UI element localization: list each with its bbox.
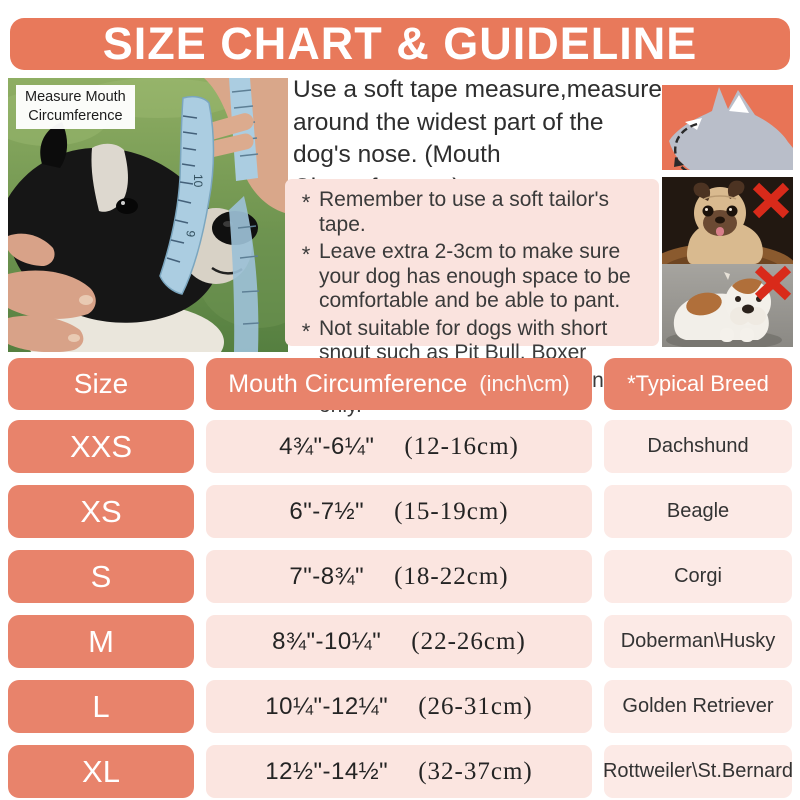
tip-item: * Remember to use a soft tailor's tape. xyxy=(293,188,653,237)
photo-caption: Measure Mouth Circumference xyxy=(16,85,135,129)
breed-cell: Beagle xyxy=(604,485,792,538)
tip-text: Leave extra 2-3cm to make sure your dog … xyxy=(319,240,631,313)
table-row-m: M 8¾"-10¼" (22-26cm) Doberman\Husky xyxy=(0,615,800,668)
bulldog-ear xyxy=(724,272,730,280)
circumference-cell: 7"-8¾" (18-22cm) xyxy=(206,550,592,603)
asterisk-bullet-icon: * xyxy=(301,242,311,268)
photo-caption-line1: Measure Mouth xyxy=(25,89,126,105)
not-suitable-icon xyxy=(754,265,792,301)
bulldog-leg xyxy=(720,328,734,342)
size-badge: XL xyxy=(8,745,194,798)
page-title: SIZE CHART & GUIDELINE xyxy=(102,18,698,69)
bulldog-eye xyxy=(735,296,741,302)
asterisk-bullet-icon: * xyxy=(301,190,311,215)
table-row-xs: XS 6"-7½" (15-19cm) Beagle xyxy=(0,485,800,538)
pug-tongue xyxy=(716,227,724,236)
breed-cell: Corgi xyxy=(604,550,792,603)
header-mouth-circumference: Mouth Circumference (inch\cm) xyxy=(206,358,592,410)
tape-number-10: 10 xyxy=(191,174,205,188)
circumference-cell: 12½"-14½" (32-37cm) xyxy=(206,745,592,798)
hand-holding-muzzle xyxy=(8,233,96,352)
dog-blaze xyxy=(91,143,128,212)
breed-cell: Dachshund xyxy=(604,420,792,473)
size-badge: L xyxy=(8,680,194,733)
breed-cell: Golden Retriever xyxy=(604,680,792,733)
circumference-cell: 10¼"-12¼" (26-31cm) xyxy=(206,680,592,733)
table-row-xxs: XXS 4¾"-6¼" (12-16cm) Dachshund xyxy=(0,420,800,473)
circumference-cell: 8¾"-10¼" (22-26cm) xyxy=(206,615,592,668)
measure-arrow xyxy=(674,157,684,167)
measuring-tape-band xyxy=(159,95,215,295)
bulldog-back-patch xyxy=(686,292,722,316)
size-badge: XXS xyxy=(8,420,194,473)
size-badge: XS xyxy=(8,485,194,538)
breed-cell: Doberman\Husky xyxy=(604,615,792,668)
breed-cell: Rottweiler\St.Bernard xyxy=(603,745,793,798)
bulldog-photo xyxy=(662,264,793,347)
dog-eye xyxy=(116,198,138,214)
header-size: Size xyxy=(8,358,194,410)
dog-head-silhouette xyxy=(669,87,793,170)
tips-panel: * Remember to use a soft tailor's tape. … xyxy=(285,179,659,417)
dog-ear xyxy=(40,122,68,168)
circumference-cell: 4¾"-6¼" (12-16cm) xyxy=(206,420,592,473)
size-table-header: Size Mouth Circumference (inch\cm) *Typi… xyxy=(0,358,800,410)
bulldog-head-patch xyxy=(732,278,762,294)
photo-caption-line2: Circumference xyxy=(28,107,123,124)
pug-eye xyxy=(702,205,714,217)
table-row-s: S 7"-8¾" (18-22cm) Corgi xyxy=(0,550,800,603)
tape-tick-marks xyxy=(166,115,198,263)
not-suitable-icon xyxy=(752,182,790,219)
page-title-band: SIZE CHART & GUIDELINE xyxy=(10,18,790,70)
asterisk-bullet-icon: * xyxy=(301,318,311,344)
pug-eye xyxy=(726,205,738,217)
size-badge: S xyxy=(8,550,194,603)
header-typical-breed: *Typical Breed xyxy=(604,358,792,410)
circumference-cell: 6"-7½" (15-19cm) xyxy=(206,485,592,538)
ear-inner xyxy=(729,95,749,113)
pug-ear xyxy=(693,182,711,201)
size-badge: M xyxy=(8,615,194,668)
tape-number-9: 9 xyxy=(183,230,198,238)
tip-item: * Leave extra 2-3cm to make sure your do… xyxy=(293,240,653,314)
pug-ear xyxy=(727,180,745,199)
bulldog-nose xyxy=(742,304,754,314)
tape-end-bottom xyxy=(229,196,259,352)
table-row-xl: XL 12½"-14½" (32-37cm) Rottweiler\St.Ber… xyxy=(0,745,800,798)
table-row-l: L 10¼"-12¼" (26-31cm) Golden Retriever xyxy=(0,680,800,733)
pug-photo xyxy=(662,177,793,264)
dog-head-measure-diagram xyxy=(662,85,793,170)
tip-text: Remember to use a soft tailor's tape. xyxy=(319,188,609,236)
pug-nose xyxy=(715,216,725,224)
dog-measuring-photo: 10 9 Measure Mouth Circumference xyxy=(8,78,288,352)
bulldog-leg xyxy=(740,328,754,342)
dog-measuring-illustration: 10 9 xyxy=(8,78,288,352)
